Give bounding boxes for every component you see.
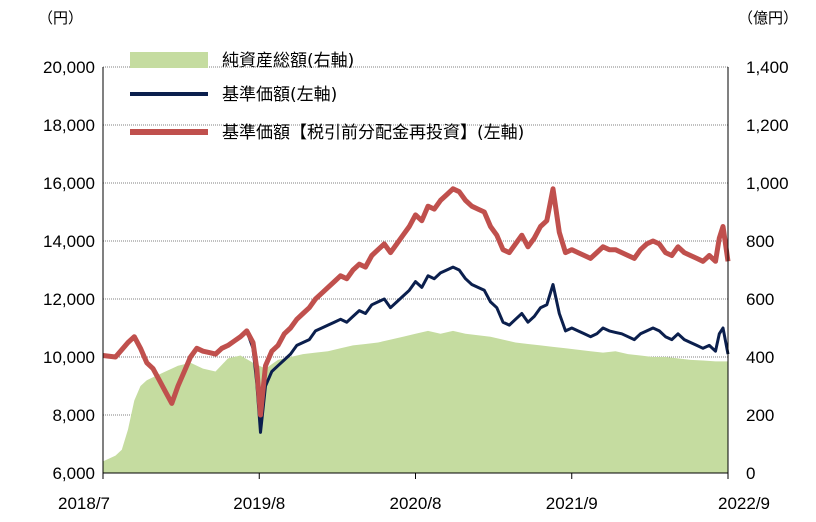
legend-label-net-assets: 純資産総額(右軸) (222, 51, 354, 71)
right-axis-tick-label: 1,200 (746, 116, 789, 135)
left-axis-tick-label: 8,000 (52, 406, 95, 425)
right-axis-tick-label: 800 (746, 232, 774, 251)
right-axis-tick-label: 400 (746, 348, 774, 367)
left-axis-tick-label: 10,000 (43, 348, 95, 367)
x-tick-label: 2019/8 (233, 494, 285, 513)
right-axis-tick-label: 600 (746, 290, 774, 309)
right-axis-tick-label: 200 (746, 406, 774, 425)
x-tick-label: 2022/9 (718, 494, 770, 513)
nav-lines-layer (102, 186, 731, 434)
x-tick-label: 2021/9 (546, 494, 598, 513)
left-axis-unit: （円） (38, 9, 83, 27)
net-assets-area (103, 330, 728, 473)
right-axis-tick-label: 0 (746, 464, 755, 483)
legend-label-nav-reinvest: 基準価額【税引前分配金再投資】(左軸) (222, 123, 524, 143)
nav-reinvest-line (102, 186, 731, 418)
left-axis-tick-label: 14,000 (43, 232, 95, 251)
legend-swatch-net-assets (130, 52, 208, 68)
left-axis-tick-label: 20,000 (43, 58, 95, 77)
left-axis-tick-label: 12,000 (43, 290, 95, 309)
x-tick-label: 2018/7 (58, 494, 110, 513)
left-axis-tick-label: 18,000 (43, 116, 95, 135)
right-axis-tick-label: 1,400 (746, 58, 789, 77)
left-axis-tick-label: 6,000 (52, 464, 95, 483)
right-axis-unit: （億円） (738, 9, 798, 27)
legend-label-nav: 基準価額(左軸) (222, 85, 337, 105)
legend: 純資産総額(右軸) 基準価額(左軸) 基準価額【税引前分配金再投資】(左軸) (130, 51, 524, 143)
left-axis-tick-label: 16,000 (43, 174, 95, 193)
axes: 6,000 0 8,000 200 10,000 400 12,000 600 14,000 80… (43, 58, 789, 513)
net-assets-area-layer (103, 330, 728, 473)
x-tick-label: 2020/8 (390, 494, 442, 513)
right-axis-tick-label: 1,000 (746, 174, 789, 193)
